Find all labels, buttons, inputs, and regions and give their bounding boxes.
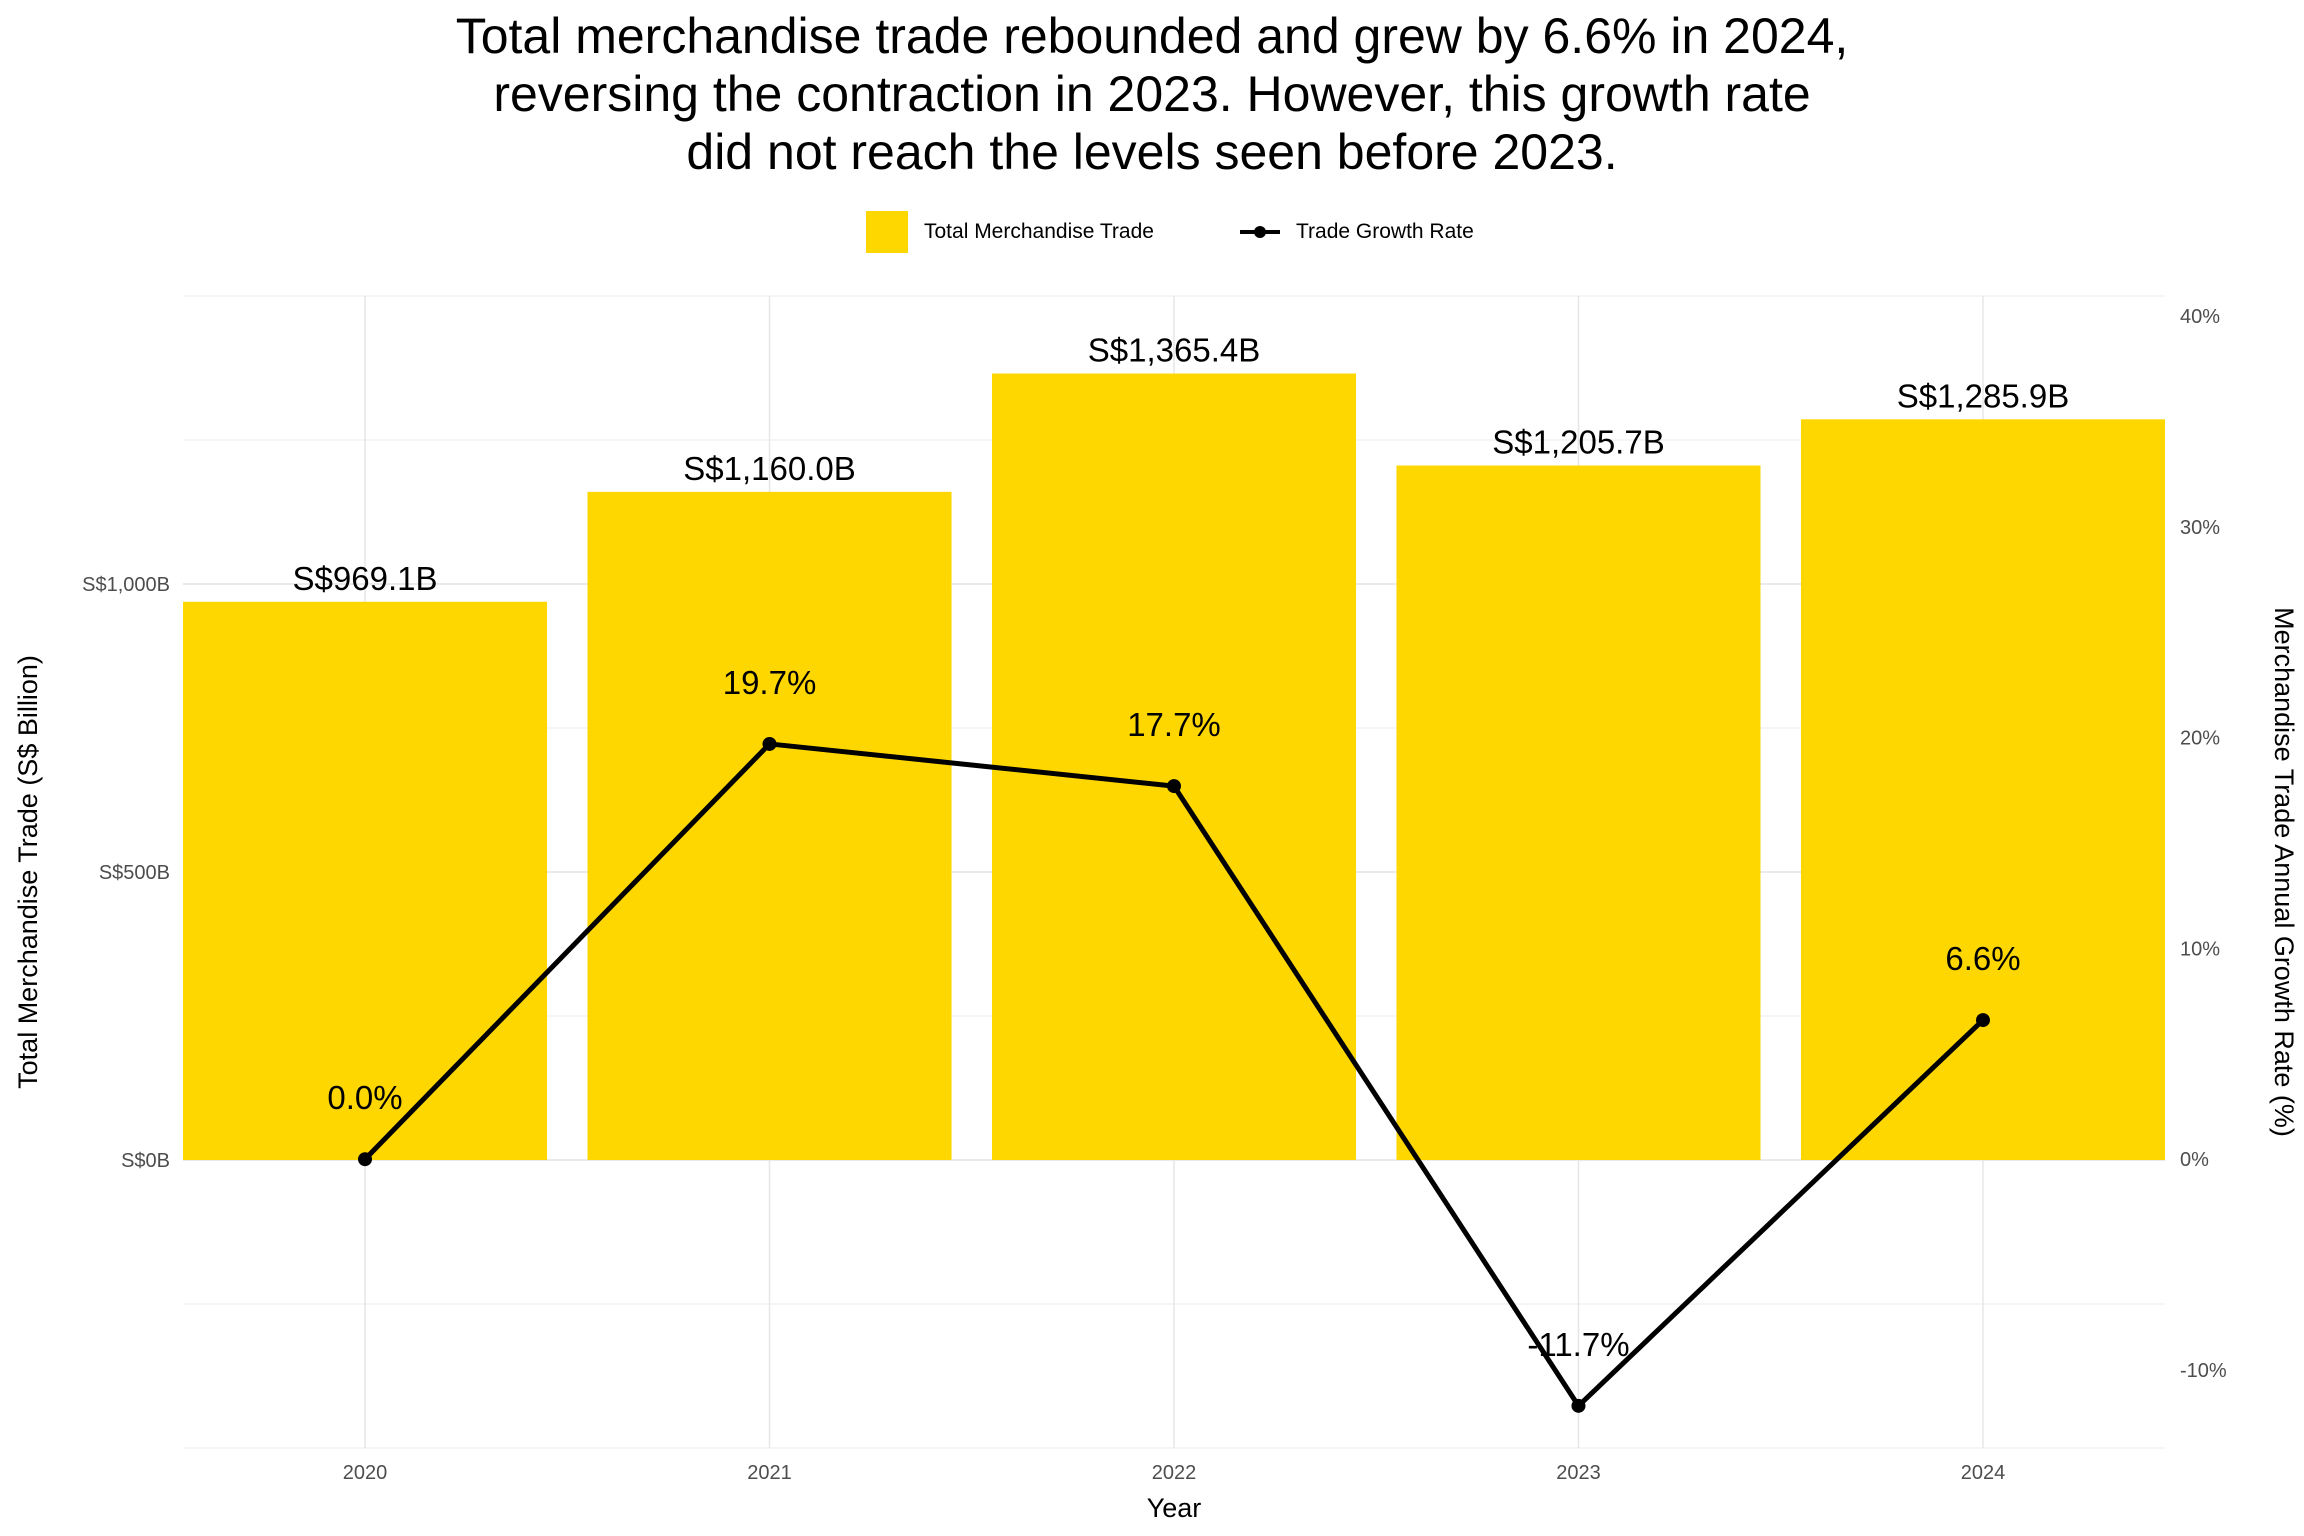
x-tick-label-2024: 2024 [1961, 1462, 2006, 1484]
y2-tick-label: 20% [2180, 728, 2220, 750]
legend-label-bars: Total Merchandise Trade [924, 220, 1154, 243]
x-tick-label-2020: 2020 [343, 1462, 388, 1484]
growth-rate-point-2024 [1975, 1013, 1990, 1028]
growth-rate-point-2021 [762, 736, 777, 751]
legend-item-line: Trade Growth Rate [1240, 211, 1474, 253]
x-tick-label-2022: 2022 [1152, 1462, 1197, 1484]
bar-2022 [991, 373, 1357, 1160]
legend-line-icon [1240, 211, 1280, 253]
growth-rate-label-2021: 19.7% [723, 664, 817, 701]
x-tick-label-2023: 2023 [1556, 1462, 1601, 1484]
bar-value-label-2023: S$1,205.7B [1492, 424, 1664, 461]
bar-2021 [587, 491, 952, 1161]
bar-2023 [1396, 465, 1761, 1160]
growth-rate-label-2023: -11.7% [1527, 1326, 1629, 1363]
bar-value-label-2021: S$1,160.0B [683, 450, 855, 487]
bar-2024 [1800, 419, 2165, 1160]
legend: Total Merchandise Trade Trade Growth Rat… [0, 209, 2304, 257]
chart-title-line-2: reversing the contraction in 2023. Howev… [493, 66, 1811, 122]
chart-title-line-3: did not reach the levels seen before 202… [686, 124, 1618, 180]
x-axis-title: Year [1147, 1493, 1202, 1523]
legend-label-line: Trade Growth Rate [1296, 220, 1474, 243]
y-tick-label: S$1,000B [82, 574, 170, 596]
legend-swatch-bars [866, 211, 908, 253]
y2-tick-label: 30% [2180, 517, 2220, 539]
y2-axis-title: Merchandise Trade Annual Growth Rate (%) [2269, 607, 2299, 1137]
bar-value-label-2020: S$969.1B [293, 560, 438, 597]
growth-rate-point-2023 [1571, 1398, 1586, 1413]
x-tick-label-2021: 2021 [747, 1462, 792, 1484]
growth-rate-point-2022 [1167, 779, 1181, 794]
chart-title-line-1: Total merchandise trade rebounded and gr… [455, 8, 1849, 64]
bar-value-label-2022: S$1,365.4B [1088, 332, 1260, 369]
growth-rate-label-2020: 0.0% [327, 1079, 402, 1116]
y2-tick-label: 10% [2180, 938, 2220, 960]
growth-rate-label-2022: 17.7% [1127, 706, 1221, 743]
y-tick-label: S$0B [121, 1150, 170, 1172]
legend-item-bars: Total Merchandise Trade [866, 211, 1154, 253]
growth-rate-label-2024: 6.6% [1945, 940, 2020, 977]
y2-tick-label: 0% [2180, 1149, 2209, 1171]
bar-value-label-2024: S$1,285.9B [1897, 377, 2069, 414]
y2-tick-label: 40% [2180, 306, 2220, 328]
y-axis-title: Total Merchandise Trade (S$ Billion) [13, 655, 43, 1089]
bar-2020 [183, 601, 548, 1160]
y-tick-label: S$500B [99, 862, 170, 884]
y2-tick-label: -10% [2180, 1360, 2227, 1382]
growth-rate-point-2020 [358, 1152, 373, 1167]
